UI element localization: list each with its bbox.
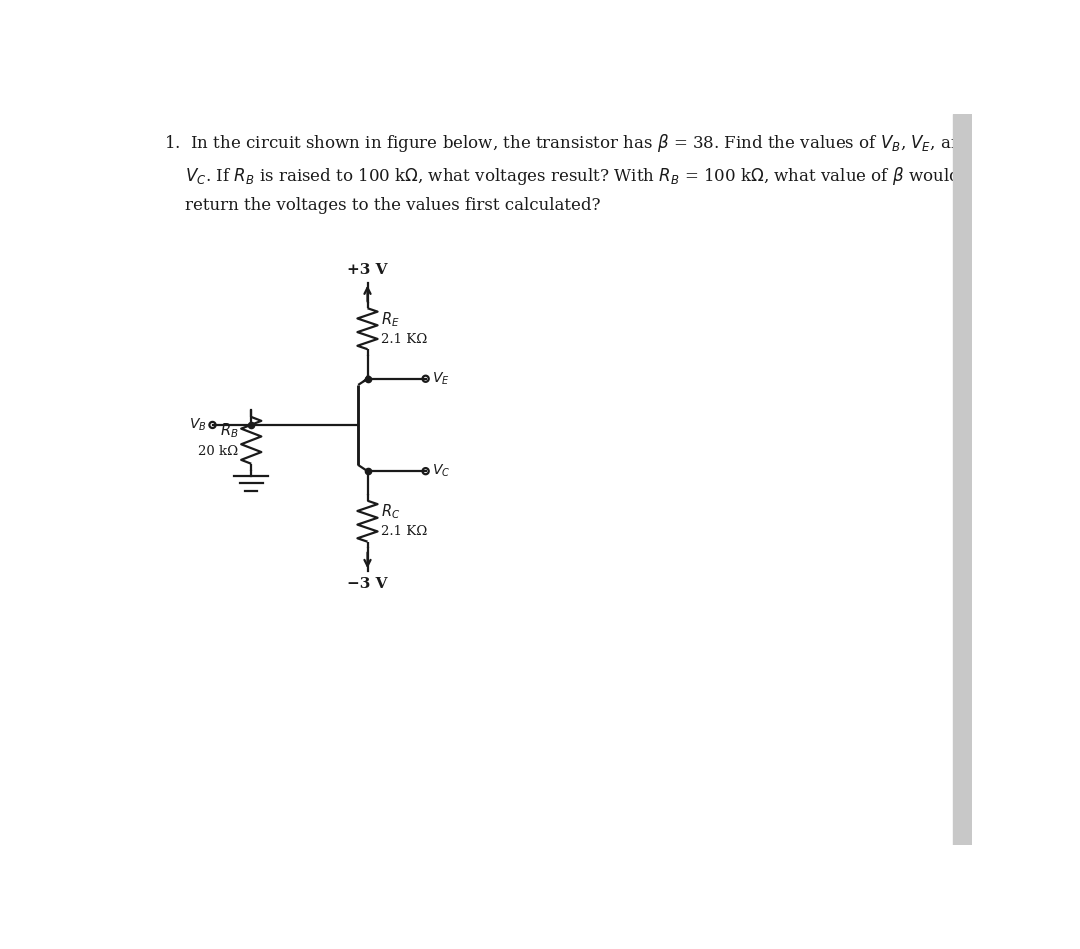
- Bar: [953, 114, 972, 845]
- Text: $R_E$: $R_E$: [380, 310, 400, 328]
- Text: $V_B$: $V_B$: [189, 417, 207, 433]
- Text: $V_C$. If $R_B$ is raised to 100 k$\Omega$, what voltages result? With $R_B$ = 1: $V_C$. If $R_B$ is raised to 100 k$\Omeg…: [164, 165, 961, 187]
- Text: $V_C$: $V_C$: [432, 463, 450, 479]
- Text: 2.1 KΩ: 2.1 KΩ: [380, 526, 427, 538]
- Text: $R_C$: $R_C$: [380, 503, 400, 521]
- Text: +3 V: +3 V: [348, 263, 388, 277]
- Text: 20 kΩ: 20 kΩ: [198, 445, 238, 457]
- Text: −3 V: −3 V: [348, 577, 388, 590]
- Text: return the voltages to the values first calculated?: return the voltages to the values first …: [164, 197, 600, 214]
- Text: 1.  In the circuit shown in figure below, the transistor has $\beta$ = 38. Find : 1. In the circuit shown in figure below,…: [164, 132, 974, 155]
- Text: 2.1 KΩ: 2.1 KΩ: [380, 333, 427, 346]
- Text: $R_B$: $R_B$: [219, 421, 238, 440]
- Text: $V_E$: $V_E$: [432, 370, 449, 387]
